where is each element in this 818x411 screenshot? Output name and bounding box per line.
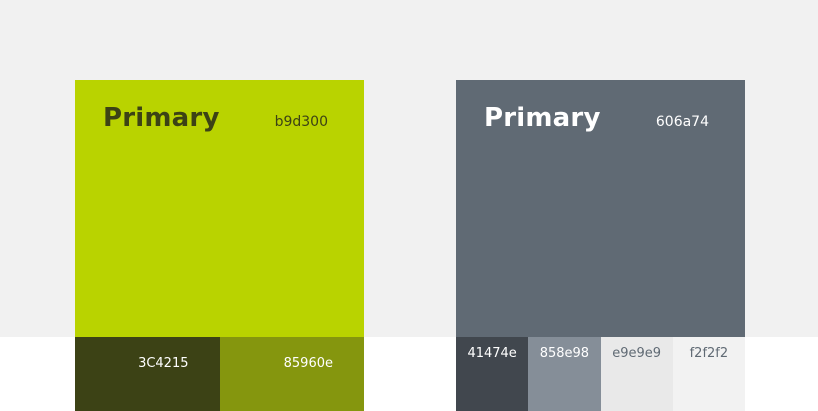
swatch-olive-green: 85960e: [219, 337, 364, 411]
swatch-hex-code: 41474e: [467, 346, 517, 361]
swatch-hex-code: 85960e: [283, 356, 333, 371]
swatch-hex-code: 858e98: [539, 346, 590, 361]
primary-hex-code: b9d300: [274, 114, 328, 130]
swatch-mid-gray: 858e98: [528, 337, 601, 411]
swatch-hex-code: e9e9e9: [612, 346, 662, 361]
swatch-lightest-gray: f2f2f2: [672, 337, 745, 411]
swatch-hex-code: f2f2f2: [689, 346, 729, 361]
primary-title: Primary: [103, 103, 220, 133]
palette-card-gray: Primary 606a74 41474e 858e98 e9e9e9 f2f2…: [456, 80, 745, 411]
primary-hex-code: 606a74: [655, 114, 709, 130]
swatch-dark-green: 3C4215: [75, 337, 220, 411]
shade-swatches-green: 3C4215 85960e: [75, 337, 364, 411]
shade-swatches-gray: 41474e 858e98 e9e9e9 f2f2f2: [456, 337, 745, 411]
primary-title: Primary: [484, 103, 601, 133]
primary-swatch-gray: Primary 606a74: [456, 80, 745, 337]
primary-swatch-green: Primary b9d300: [75, 80, 364, 337]
swatch-dark-gray: 41474e: [456, 337, 529, 411]
palette-card-green: Primary b9d300 3C4215 85960e: [75, 80, 364, 411]
swatch-light-gray: e9e9e9: [600, 337, 673, 411]
swatch-hex-code: 3C4215: [138, 356, 189, 371]
